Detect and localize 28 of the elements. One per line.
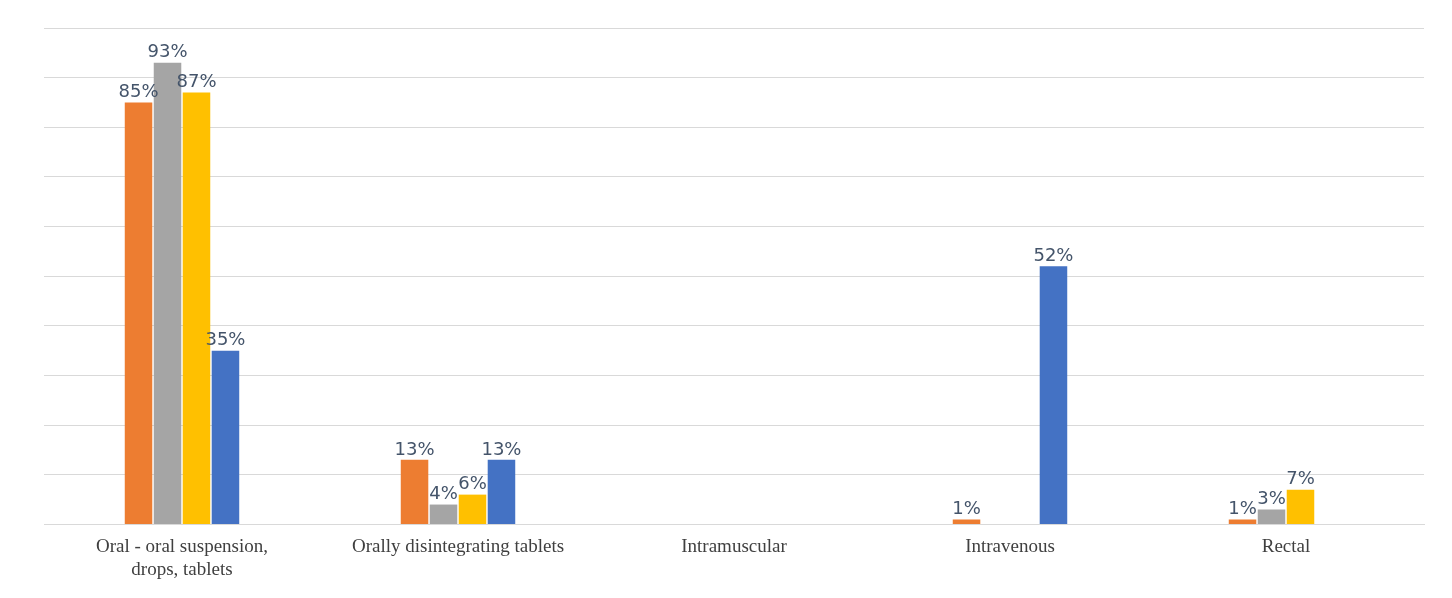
x-tick-label: Rectal	[1261, 534, 1311, 556]
bar	[400, 459, 429, 524]
bar	[211, 350, 240, 524]
bar	[1039, 266, 1068, 524]
x-tick-label: Intravenous	[965, 534, 1055, 556]
data-label: 87%	[176, 70, 217, 92]
data-label: 7%	[1286, 467, 1315, 489]
bar	[1257, 509, 1286, 524]
data-label: 1%	[952, 497, 981, 519]
data-label: 3%	[1257, 487, 1286, 509]
bar	[429, 504, 458, 524]
data-label: 13%	[394, 437, 435, 459]
bar	[124, 102, 153, 524]
data-label: 1%	[1228, 497, 1257, 519]
x-tick-label: Orally disintegrating tablets	[351, 534, 565, 556]
data-label: 4%	[429, 482, 458, 504]
bar	[1228, 519, 1257, 524]
data-label: 52%	[1033, 243, 1074, 265]
x-tick-label: Oral - oral suspension, drops, tablets	[95, 534, 269, 579]
data-label: 85%	[118, 80, 159, 102]
data-label: 6%	[458, 472, 487, 494]
data-label: 93%	[147, 40, 188, 62]
bar	[458, 494, 487, 524]
x-tick-label: Intramuscular	[681, 534, 788, 556]
bar	[952, 519, 981, 524]
bar	[1286, 489, 1315, 524]
bar	[487, 459, 516, 524]
data-label: 13%	[481, 437, 522, 459]
